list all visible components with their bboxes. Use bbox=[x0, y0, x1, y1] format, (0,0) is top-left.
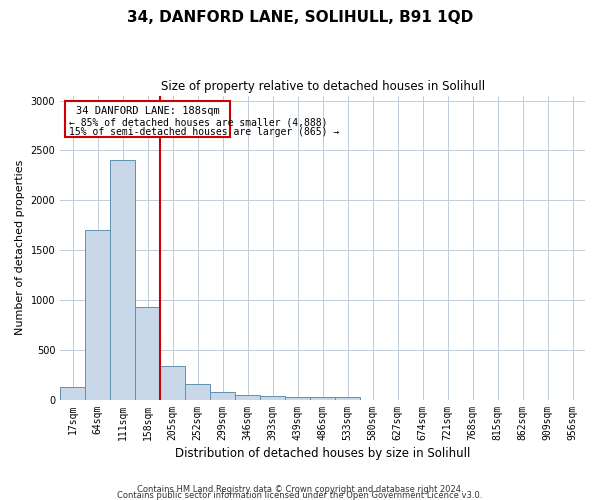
Bar bbox=[85, 230, 110, 400]
Bar bbox=[210, 392, 235, 400]
Bar bbox=[310, 397, 335, 400]
Bar bbox=[135, 307, 160, 400]
Bar bbox=[235, 395, 260, 400]
Bar bbox=[260, 396, 285, 400]
FancyBboxPatch shape bbox=[65, 100, 230, 138]
Text: ← 85% of detached houses are smaller (4,888): ← 85% of detached houses are smaller (4,… bbox=[69, 117, 328, 127]
Text: 15% of semi-detached houses are larger (865) →: 15% of semi-detached houses are larger (… bbox=[69, 128, 339, 138]
Bar bbox=[160, 366, 185, 400]
Text: 34, DANFORD LANE, SOLIHULL, B91 1QD: 34, DANFORD LANE, SOLIHULL, B91 1QD bbox=[127, 10, 473, 25]
Bar bbox=[60, 387, 85, 400]
Bar bbox=[335, 398, 360, 400]
Text: 34 DANFORD LANE: 188sqm: 34 DANFORD LANE: 188sqm bbox=[76, 106, 220, 116]
Bar bbox=[185, 384, 210, 400]
Y-axis label: Number of detached properties: Number of detached properties bbox=[15, 160, 25, 336]
Bar bbox=[285, 398, 310, 400]
X-axis label: Distribution of detached houses by size in Solihull: Distribution of detached houses by size … bbox=[175, 447, 470, 460]
Text: Contains public sector information licensed under the Open Government Licence v3: Contains public sector information licen… bbox=[118, 490, 482, 500]
Text: Contains HM Land Registry data © Crown copyright and database right 2024.: Contains HM Land Registry data © Crown c… bbox=[137, 484, 463, 494]
Bar bbox=[110, 160, 135, 400]
Title: Size of property relative to detached houses in Solihull: Size of property relative to detached ho… bbox=[161, 80, 485, 93]
